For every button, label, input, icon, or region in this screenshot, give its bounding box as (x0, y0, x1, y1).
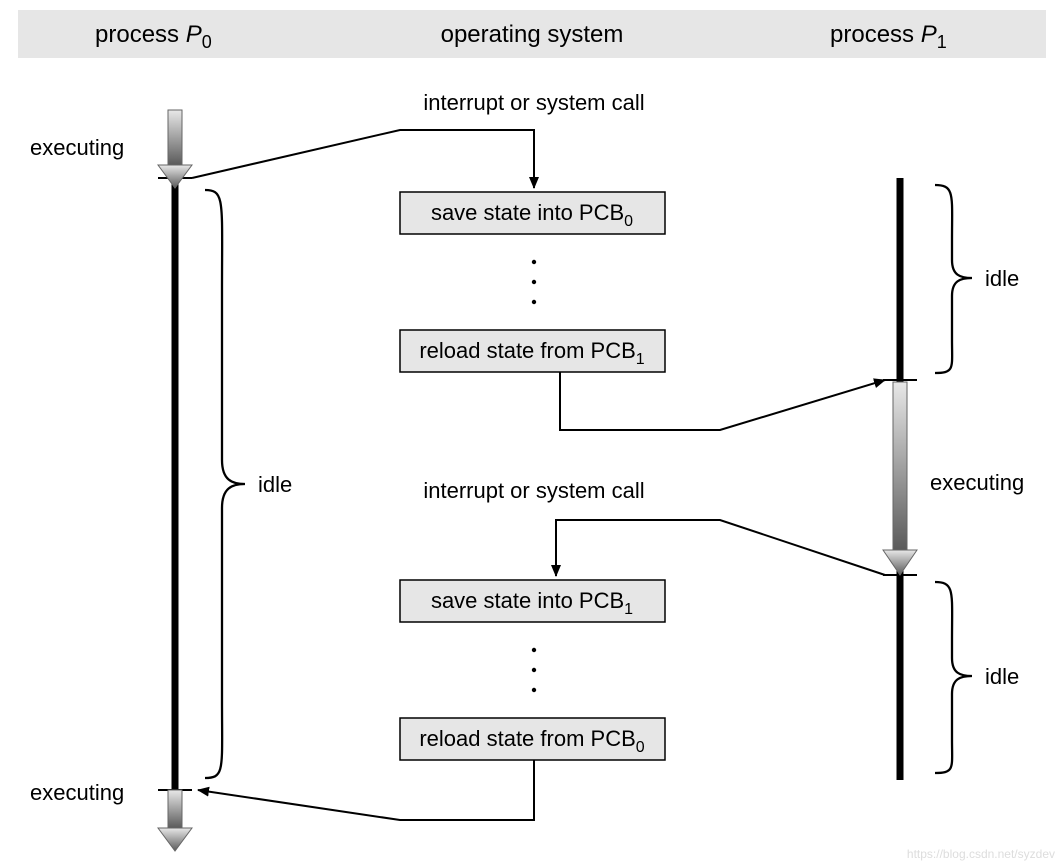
idle-left-label: idle (258, 472, 292, 497)
interrupt-label-1: interrupt or system call (423, 90, 644, 115)
header-os: operating system (441, 21, 624, 48)
interrupt-label-2: interrupt or system call (423, 478, 644, 503)
watermark: https://blog.csdn.net/syzdev (907, 847, 1055, 861)
header-p1: process P1 (830, 21, 947, 52)
idle-right-top-label: idle (985, 266, 1019, 291)
executing-top-left-label: executing (30, 135, 124, 160)
executing-bot-left-label: executing (30, 780, 124, 805)
executing-right-label: executing (930, 470, 1024, 495)
header-p0: process P0 (95, 21, 212, 52)
context-switch-diagram: process P0 operating system process P1 e… (0, 0, 1064, 863)
idle-right-bot-label: idle (985, 664, 1019, 689)
